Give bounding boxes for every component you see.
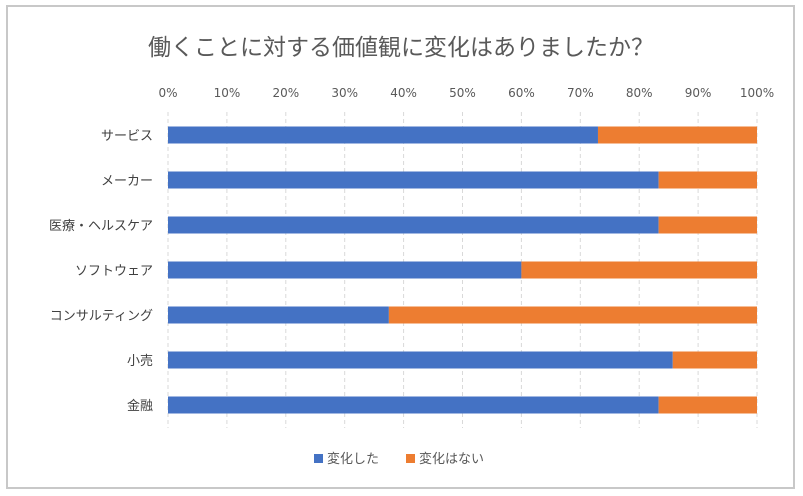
bar-segment xyxy=(388,306,757,324)
category-label: 金融 xyxy=(127,398,153,414)
bar-segment xyxy=(168,126,598,144)
x-tick-label: 0% xyxy=(158,86,177,100)
x-tick-label: 70% xyxy=(567,86,594,100)
legend-label: 変化はない xyxy=(419,451,484,467)
bar-segment xyxy=(658,216,757,234)
x-tick-label: 90% xyxy=(685,86,712,100)
x-tick-label: 40% xyxy=(390,86,417,100)
x-axis-ticks: 0% 10% 20% 30% 40% 50% 60% 70% 80% 90% 100% xyxy=(158,86,774,100)
category-label: 医療・ヘルスケア xyxy=(49,219,153,234)
category-label: コンサルティング xyxy=(50,309,153,324)
bar-segment xyxy=(168,351,673,369)
legend-swatch xyxy=(314,454,323,463)
legend-label: 変化した xyxy=(327,451,379,467)
x-tick-label: 80% xyxy=(626,86,653,100)
x-tick-label: 50% xyxy=(449,86,476,100)
bar-segment xyxy=(521,261,757,279)
bar-segment xyxy=(658,396,757,414)
bars xyxy=(168,126,757,414)
bar-segment xyxy=(168,306,389,324)
category-label: メーカー xyxy=(101,174,153,189)
bar-segment xyxy=(168,171,659,189)
bar-segment xyxy=(597,126,757,144)
x-tick-label: 30% xyxy=(331,86,358,100)
bar-segment xyxy=(658,171,757,189)
bar-segment xyxy=(168,396,659,414)
x-tick-label: 10% xyxy=(214,86,241,100)
legend: 変化した 変化はない xyxy=(314,451,484,467)
bar-segment xyxy=(168,216,659,234)
legend-swatch xyxy=(406,454,415,463)
x-tick-label: 60% xyxy=(508,86,535,100)
bar-segment xyxy=(672,351,757,369)
category-label: 小売 xyxy=(127,353,153,369)
category-label: ソフトウェア xyxy=(75,264,153,279)
x-tick-label: 100% xyxy=(740,86,774,100)
x-tick-label: 20% xyxy=(272,86,299,100)
category-label: サービス xyxy=(101,129,153,144)
chart-title: 働くことに対する価値観に変化はありましたか？ xyxy=(148,35,654,61)
bar-segment xyxy=(168,261,522,279)
